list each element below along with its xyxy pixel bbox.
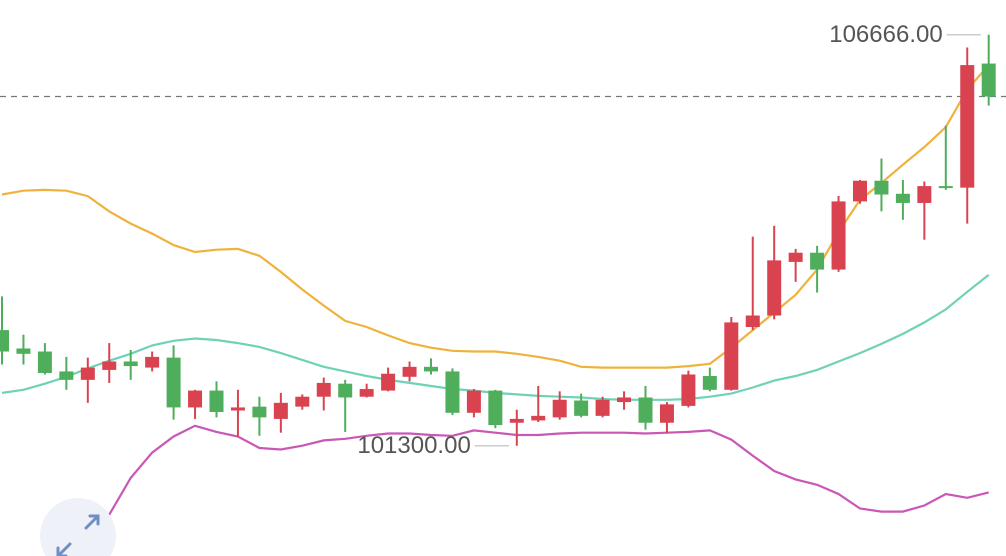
candle-body [166, 357, 181, 408]
expand-button[interactable] [40, 498, 116, 556]
band-line [1, 64, 990, 369]
candle-body [402, 366, 417, 377]
candle-body [810, 252, 825, 270]
candle-body [381, 373, 396, 391]
candle-body [895, 193, 910, 203]
candle-body [123, 361, 138, 367]
candle-body [59, 371, 74, 380]
candle-body [981, 63, 996, 97]
candle-body [445, 371, 460, 413]
candle-body [724, 322, 739, 390]
candle-body [0, 330, 9, 352]
candle-body [874, 180, 889, 195]
candles [0, 34, 996, 446]
candle-body [617, 397, 632, 403]
candle-body [488, 390, 503, 426]
candle-body [702, 376, 717, 390]
candle-body [552, 399, 567, 418]
candle-body [424, 366, 438, 372]
candle-body [37, 351, 52, 373]
candle-body [209, 390, 224, 413]
candle-body [359, 389, 374, 397]
annotation-label: 101300.00 [357, 432, 470, 459]
candle-body [295, 396, 310, 407]
candle-body [252, 406, 267, 418]
candle-body [80, 367, 95, 380]
candle-body [638, 397, 653, 423]
candle-body [788, 252, 803, 262]
candle-body [595, 399, 610, 416]
candle-body [102, 361, 117, 370]
candle-body [145, 356, 160, 368]
candle-body [316, 382, 331, 397]
candle-body [745, 315, 760, 328]
candle-body [960, 65, 975, 188]
candle-body [574, 400, 589, 416]
candle-body [681, 374, 696, 406]
candle-body [531, 415, 546, 421]
candle-body [767, 260, 782, 316]
candle-body [273, 402, 288, 419]
annotation-label: 106666.00 [829, 21, 942, 48]
candle-body [338, 383, 353, 398]
candle-body [917, 186, 932, 203]
candle-body [230, 407, 245, 411]
candle-body [16, 348, 31, 354]
candle-body [938, 186, 953, 189]
candle-body [509, 418, 524, 423]
candle-body [188, 390, 203, 408]
candle-body [466, 390, 481, 413]
candle-body [853, 180, 867, 202]
annotations: 106666.00 101300.00 [357, 21, 981, 459]
candle-body [659, 404, 674, 423]
candle-body [831, 201, 846, 270]
